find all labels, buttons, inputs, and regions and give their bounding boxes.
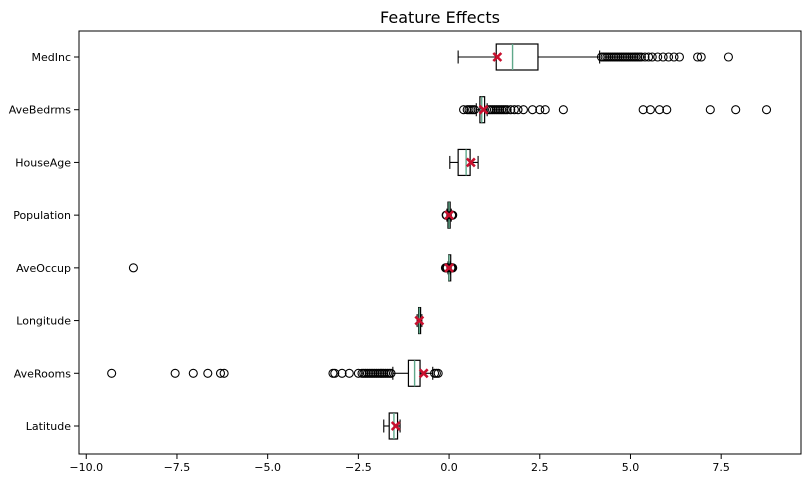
y-tick-label: HouseAge bbox=[15, 156, 71, 169]
outlier-point bbox=[669, 52, 679, 62]
outlier-point bbox=[337, 368, 347, 378]
box-medinc bbox=[457, 43, 733, 71]
y-tick-label: MedInc bbox=[31, 51, 71, 64]
box-longitude bbox=[414, 306, 425, 335]
mean-marker bbox=[492, 52, 503, 62]
x-tick-label: −5.0 bbox=[254, 461, 281, 474]
outlier-point bbox=[705, 105, 715, 115]
mean-marker bbox=[465, 157, 476, 168]
outlier-point bbox=[645, 105, 655, 115]
outlier-point bbox=[693, 52, 703, 62]
outlier-point bbox=[170, 368, 180, 378]
outlier-point bbox=[433, 368, 443, 378]
outlier-point bbox=[188, 368, 198, 378]
outlier-point bbox=[540, 105, 550, 115]
outlier-point bbox=[203, 368, 213, 378]
outlier-point bbox=[215, 368, 226, 378]
box-averooms bbox=[107, 359, 443, 387]
outlier-point bbox=[386, 368, 396, 378]
outlier-point bbox=[518, 105, 528, 115]
outlier-point bbox=[459, 105, 469, 115]
box-houseage bbox=[449, 148, 479, 177]
x-tick-label: 2.5 bbox=[531, 461, 549, 474]
outlier-point bbox=[731, 105, 741, 115]
outlier-point bbox=[344, 368, 354, 378]
outlier-point bbox=[674, 52, 685, 62]
outlier-point bbox=[107, 368, 117, 378]
x-tick-label: −7.5 bbox=[164, 461, 191, 474]
outlier-point bbox=[509, 105, 519, 115]
box-aveoccup bbox=[128, 254, 458, 282]
mean-marker bbox=[418, 368, 429, 379]
x-tick-label: 5.0 bbox=[622, 461, 640, 474]
outlier-point bbox=[647, 52, 657, 62]
outlier-point bbox=[664, 52, 674, 62]
outlier-point bbox=[535, 105, 545, 115]
box-latitude bbox=[383, 412, 401, 440]
mean-marker bbox=[390, 421, 401, 431]
outlier-point bbox=[328, 368, 338, 378]
plot-frame bbox=[78, 30, 802, 455]
box-avebedrms bbox=[459, 96, 772, 124]
outlier-point bbox=[638, 105, 648, 115]
outlier-point bbox=[330, 368, 340, 378]
outlier-point bbox=[654, 105, 665, 115]
outlier-point bbox=[662, 105, 672, 115]
outlier-point bbox=[761, 105, 772, 115]
outlier-point bbox=[640, 52, 650, 62]
mean-marker bbox=[444, 210, 454, 221]
outlier-point bbox=[527, 105, 538, 115]
mean-marker bbox=[414, 315, 425, 326]
outlier-point bbox=[469, 105, 480, 115]
outlier-point bbox=[644, 52, 654, 62]
x-tick-label: 7.5 bbox=[712, 461, 730, 474]
outlier-point bbox=[658, 52, 668, 62]
box-population bbox=[441, 201, 458, 229]
outlier-point bbox=[636, 52, 646, 62]
chart-title: Feature Effects bbox=[380, 8, 500, 27]
x-tick-label: −10.0 bbox=[69, 461, 103, 474]
outlier-point bbox=[502, 105, 512, 115]
y-tick-label: AveBedrms bbox=[9, 104, 71, 117]
outlier-point bbox=[353, 368, 363, 378]
outlier-point bbox=[219, 368, 229, 378]
iqr-box bbox=[495, 43, 539, 71]
outlier-point bbox=[128, 263, 138, 273]
outlier-point bbox=[506, 105, 516, 115]
y-tick-label: Longitude bbox=[16, 315, 71, 328]
y-tick-label: Latitude bbox=[26, 420, 72, 433]
mean-marker bbox=[444, 262, 454, 273]
outlier-point bbox=[513, 105, 523, 115]
outlier-point bbox=[696, 52, 706, 62]
outlier-point bbox=[723, 52, 733, 62]
outlier-point bbox=[442, 263, 452, 273]
y-tick-label: AveRooms bbox=[14, 367, 71, 380]
x-tick-label: 0.0 bbox=[440, 461, 458, 474]
mean-marker bbox=[478, 104, 489, 115]
outlier-point bbox=[558, 105, 568, 115]
outlier-point bbox=[431, 368, 441, 378]
outlier-point bbox=[653, 52, 663, 62]
y-tick-label: AveOccup bbox=[16, 262, 71, 275]
y-tick-label: Population bbox=[13, 209, 71, 222]
iqr-box bbox=[457, 148, 471, 177]
x-tick-label: −2.5 bbox=[345, 461, 372, 474]
